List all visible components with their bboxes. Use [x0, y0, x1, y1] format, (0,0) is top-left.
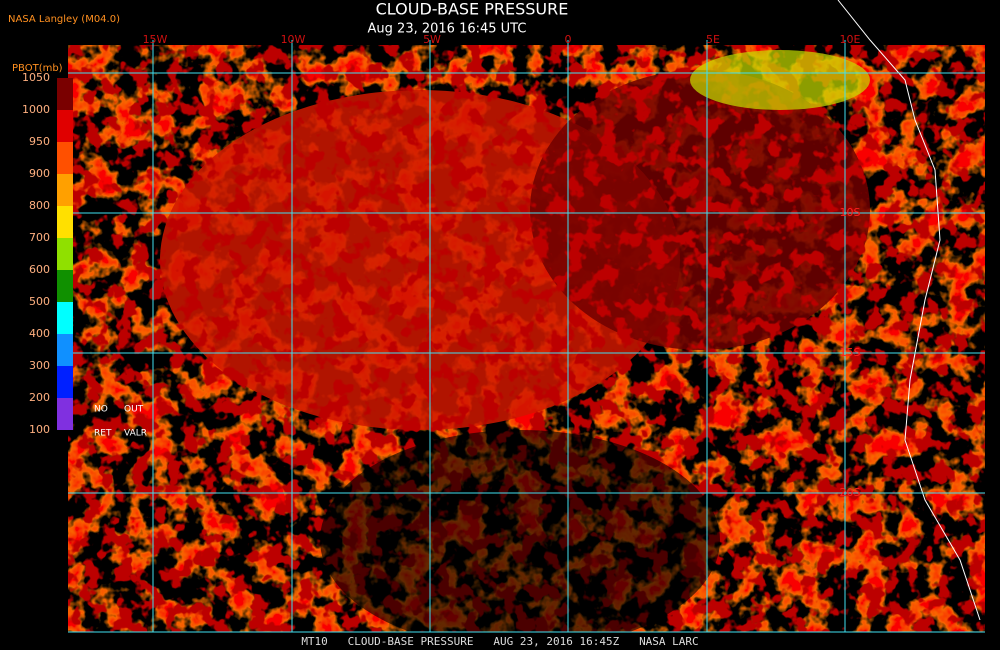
- legend-label: NO: [94, 405, 108, 415]
- colorbar-tick: 1050: [22, 71, 50, 84]
- lon-label: 10W: [281, 33, 306, 46]
- colorbar-tick: 800: [29, 199, 50, 212]
- graticule: [68, 40, 985, 633]
- colorbar-band: [57, 174, 73, 206]
- lat-label: 15S: [840, 346, 861, 359]
- legend-label: RET: [94, 429, 112, 439]
- colorbar-label: PBOT(mb): [12, 63, 63, 74]
- colorbar-tick: 400: [29, 327, 50, 340]
- title: CLOUD-BASE PRESSURE: [376, 0, 569, 19]
- colorbar-band: [57, 302, 73, 334]
- colorbar-band: [57, 366, 73, 398]
- legend-label: VALR: [124, 429, 147, 439]
- colorbar-tick: 600: [29, 263, 50, 276]
- lon-label: 15W: [143, 33, 168, 46]
- colorbar-band: [57, 110, 73, 142]
- colorbar-tick: 700: [29, 231, 50, 244]
- colorbar-tick: 950: [29, 135, 50, 148]
- colorbar-tick: 500: [29, 295, 50, 308]
- colorbar-band: [57, 334, 73, 366]
- colorbar-band: [57, 238, 73, 270]
- lat-label: 20S: [840, 486, 861, 499]
- lon-label: 5E: [706, 33, 720, 46]
- colorbar-tick: 300: [29, 359, 50, 372]
- subtitle: Aug 23, 2016 16:45 UTC: [368, 22, 527, 37]
- legend-label: OUT: [124, 405, 144, 415]
- colorbar-band: [57, 78, 73, 110]
- colorbar-tick: 200: [29, 391, 50, 404]
- lat-label: 10S: [840, 206, 861, 219]
- footer: MT10 CLOUD-BASE PRESSURE AUG 23, 2016 16…: [301, 635, 698, 648]
- colorbar-band: [57, 398, 73, 430]
- colorbar-tick: 900: [29, 167, 50, 180]
- lon-label: 10E: [840, 33, 861, 46]
- lon-label: 0: [565, 33, 572, 46]
- imagery: [68, 45, 985, 650]
- colorbar-band: [57, 206, 73, 238]
- colorbar-band: [57, 270, 73, 302]
- colorbar-tick: 1000: [22, 103, 50, 116]
- lon-label: 5W: [423, 33, 441, 46]
- colorbar: 1050 1000 950 900 800 700 600 500 400 300 200 100 NO…: [22, 71, 147, 439]
- colorbar-band: [57, 142, 73, 174]
- credit: NASA Langley (M04.0): [8, 14, 120, 25]
- colorbar-tick: 100: [29, 423, 50, 436]
